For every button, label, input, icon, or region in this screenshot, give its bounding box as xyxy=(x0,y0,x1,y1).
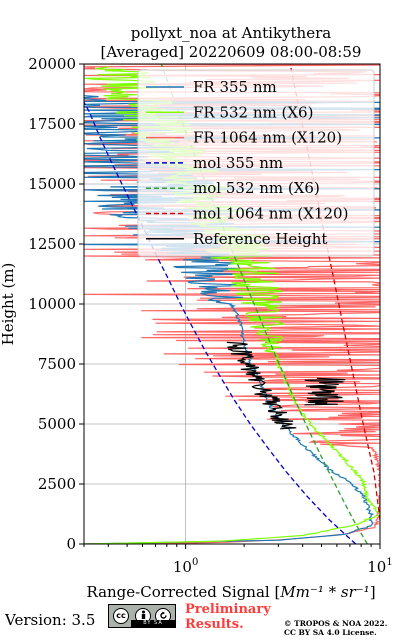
x-tick-exponent: 0 xyxy=(192,557,198,568)
x-tick-base: 10 xyxy=(173,558,192,576)
y-tick-labels: 0 2500 5000 7500 10000 12500 15000 17500 20000 xyxy=(28,55,76,553)
series-line-reference-height xyxy=(226,341,297,430)
legend-label: Reference Height xyxy=(193,230,327,248)
x-tick-label: 101 xyxy=(367,557,392,576)
x-tick-label: 100 xyxy=(173,557,198,576)
y-tick-label: 15000 xyxy=(28,175,76,193)
y-tick-label: 7500 xyxy=(38,355,76,373)
legend-label: mol 532 nm (X6) xyxy=(193,179,320,197)
legend-label: FR 532 nm (X6) xyxy=(193,103,313,121)
legend-box xyxy=(137,69,375,257)
prelim-line-2: Results. xyxy=(185,617,244,632)
x-axis-label-suffix: ] xyxy=(370,583,376,601)
series-line-mol-532-nm-x6 xyxy=(160,64,368,544)
y-tick-label: 20000 xyxy=(28,55,76,73)
y-tick-label: 10000 xyxy=(28,295,76,313)
cc-badge-text: BY SA xyxy=(131,620,175,627)
series-line-mol-355-nm xyxy=(84,102,357,544)
copyright-line-2: CC BY SA 4.0 License. xyxy=(284,628,377,637)
legend-label: mol 1064 nm (X120) xyxy=(193,205,348,223)
legend-label: mol 355 nm xyxy=(193,154,283,172)
copyright-note: © TROPOS & NOA 2022. CC BY SA 4.0 Licens… xyxy=(284,619,387,637)
y-axis-label: Height (m) xyxy=(0,263,17,346)
x-axis-label: Range-Corrected Signal [Mm⁻¹ * sr⁻¹] xyxy=(86,583,375,601)
y-tick-label: 17500 xyxy=(28,115,76,133)
chart-subtitle: [Averaged] 20220609 08:00-08:59 xyxy=(101,43,362,61)
series-line-mol-1064-nm-x120 xyxy=(289,64,380,521)
plot-frame xyxy=(83,63,381,545)
prelim-line-1: Preliminary xyxy=(185,602,271,617)
cc-license-badge: cc BY SA xyxy=(108,604,176,628)
copyright-line-1: © TROPOS & NOA 2022. xyxy=(284,619,388,628)
y-tick-label: 0 xyxy=(66,535,76,553)
x-axis-label-prefix: Range-Corrected Signal [ xyxy=(86,583,280,601)
x-tick-base: 10 xyxy=(367,558,386,576)
y-tick-label: 2500 xyxy=(38,475,76,493)
version-label: Version: 3.5 xyxy=(5,611,96,629)
x-tick-labels: 100 101 xyxy=(173,557,393,576)
y-tick-label: 12500 xyxy=(28,235,76,253)
chart-title: pollyxt_noa at Antikythera xyxy=(131,24,331,42)
legend-label: FR 355 nm xyxy=(193,78,277,96)
legend: FR 355 nm FR 532 nm (X6) FR 1064 nm (X120)… xyxy=(137,69,375,257)
cc-icon: cc xyxy=(113,608,129,624)
x-tick-exponent: 1 xyxy=(386,557,392,568)
preliminary-results-note: Preliminary Results. xyxy=(185,602,271,632)
reference-height-band xyxy=(304,377,346,406)
x-axis-label-math: Mm⁻¹ * sr⁻¹ xyxy=(279,583,369,601)
legend-label: FR 1064 nm (X120) xyxy=(193,129,342,147)
y-tick-label: 5000 xyxy=(38,415,76,433)
